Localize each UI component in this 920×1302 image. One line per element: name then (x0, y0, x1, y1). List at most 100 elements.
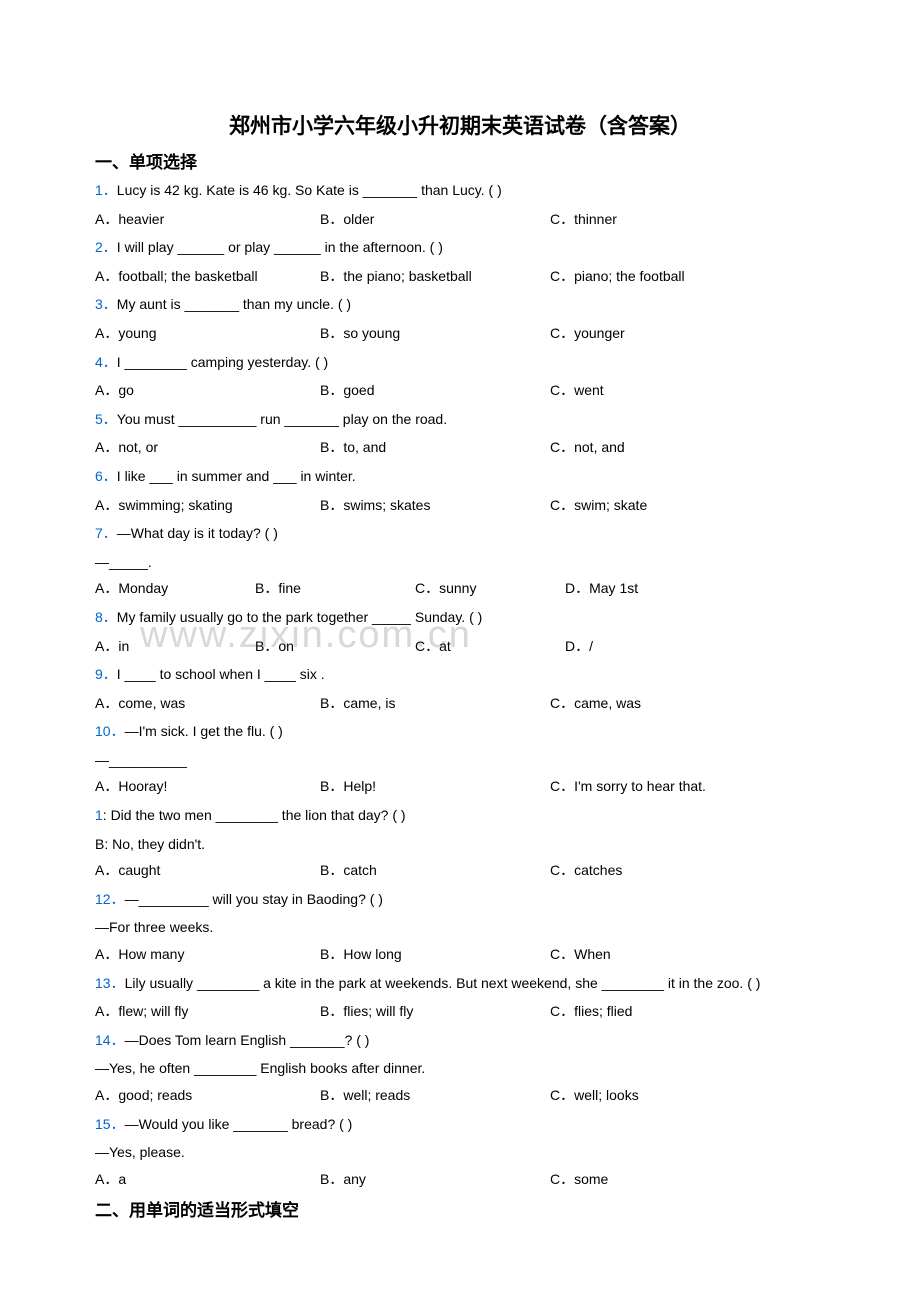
option: B．goed (320, 377, 550, 404)
question-continuation: —Yes, he often ________ English books af… (95, 1055, 825, 1082)
option: A．flew; will fly (95, 998, 320, 1025)
question-prompt: I will play ______ or play ______ in the… (117, 239, 443, 255)
option: A．Hooray! (95, 773, 320, 800)
option: C．at (415, 633, 565, 660)
question-text: 2．I will play ______ or play ______ in t… (95, 234, 825, 261)
question-prompt: I like ___ in summer and ___ in winter. (117, 468, 356, 484)
options-row: A．inB．onC．atD．/ (95, 633, 825, 660)
question-continuation: —For three weeks. (95, 914, 825, 941)
option: C．I'm sorry to hear that. (550, 773, 706, 800)
option: C．well; looks (550, 1082, 639, 1109)
option: B．older (320, 206, 550, 233)
options-row: A．flew; will flyB．flies; will flyC．flies… (95, 998, 825, 1025)
question-prompt: : Did the two men ________ the lion that… (103, 807, 406, 823)
question-number: 8． (95, 609, 117, 625)
question-text: 9．I ____ to school when I ____ six . (95, 661, 825, 688)
question-continuation: —_____. (95, 549, 825, 576)
question-prompt: —Would you like _______ bread? ( ) (125, 1116, 353, 1132)
question-number: 1． (95, 182, 117, 198)
option: C．some (550, 1166, 608, 1193)
options-row: A．swimming; skatingB．swims; skatesC．swim… (95, 492, 825, 519)
question-text: 4．I ________ camping yesterday. ( ) (95, 349, 825, 376)
option: C．flies; flied (550, 998, 632, 1025)
question-number: 14． (95, 1032, 125, 1048)
question-continuation: —__________ (95, 747, 825, 774)
question-number: 5． (95, 411, 117, 427)
option: B．came, is (320, 690, 550, 717)
options-row: A．aB．anyC．some (95, 1166, 825, 1193)
question-number: 15． (95, 1116, 125, 1132)
option: A．caught (95, 857, 320, 884)
option: A．How many (95, 941, 320, 968)
question-text: 10．—I'm sick. I get the flu. ( ) (95, 718, 825, 745)
question-continuation: B: No, they didn't. (95, 831, 825, 858)
options-row: A．MondayB．fineC．sunnyD．May 1st (95, 575, 825, 602)
options-row: A．come, wasB．came, isC．came, was (95, 690, 825, 717)
options-row: A．goB．goedC．went (95, 377, 825, 404)
options-row: A．How manyB．How longC．When (95, 941, 825, 968)
option: D．May 1st (565, 575, 638, 602)
options-row: A．Hooray!B．Help!C．I'm sorry to hear that… (95, 773, 825, 800)
question-text: 1．Lucy is 42 kg. Kate is 46 kg. So Kate … (95, 177, 825, 204)
option: A．go (95, 377, 320, 404)
question-prompt: You must __________ run _______ play on … (117, 411, 447, 427)
question-number: 1 (95, 807, 103, 823)
option: A．football; the basketball (95, 263, 320, 290)
question-number: 2． (95, 239, 117, 255)
option: B．on (255, 633, 415, 660)
option: B．fine (255, 575, 415, 602)
option: A．swimming; skating (95, 492, 320, 519)
page-title: 郑州市小学六年级小升初期末英语试卷（含答案） (95, 110, 825, 140)
option: C．When (550, 941, 611, 968)
question-text: 12．—_________ will you stay in Baoding? … (95, 886, 825, 913)
option: B．Help! (320, 773, 550, 800)
question-text: 3．My aunt is _______ than my uncle. ( ) (95, 291, 825, 318)
question-prompt: Lucy is 42 kg. Kate is 46 kg. So Kate is… (117, 182, 502, 198)
option: B．the piano; basketball (320, 263, 550, 290)
option: B．to, and (320, 434, 550, 461)
questions-container: 1．Lucy is 42 kg. Kate is 46 kg. So Kate … (95, 177, 825, 1192)
option: A．in (95, 633, 255, 660)
option: B．so young (320, 320, 550, 347)
question-text: 13．Lily usually ________ a kite in the p… (95, 970, 825, 997)
question-number: 13． (95, 975, 125, 991)
option: C．thinner (550, 206, 617, 233)
question-text: 5．You must __________ run _______ play o… (95, 406, 825, 433)
option: B．flies; will fly (320, 998, 550, 1025)
option: B．any (320, 1166, 550, 1193)
question-prompt: —Does Tom learn English _______? ( ) (125, 1032, 370, 1048)
question-number: 3． (95, 296, 117, 312)
question-prompt: —_________ will you stay in Baoding? ( ) (125, 891, 383, 907)
question-prompt: My family usually go to the park togethe… (117, 609, 483, 625)
question-prompt: My aunt is _______ than my uncle. ( ) (117, 296, 351, 312)
option: C．not, and (550, 434, 625, 461)
question-prompt: —What day is it today? ( ) (117, 525, 278, 541)
option: B．catch (320, 857, 550, 884)
option: A．not, or (95, 434, 320, 461)
question-number: 9． (95, 666, 117, 682)
option: C．swim; skate (550, 492, 647, 519)
option: C．went (550, 377, 604, 404)
section-1-header: 一、单项选择 (95, 148, 825, 173)
option: A．heavier (95, 206, 320, 233)
question-text: 8．My family usually go to the park toget… (95, 604, 825, 631)
option: D．/ (565, 633, 593, 660)
option: C．catches (550, 857, 622, 884)
option: C．came, was (550, 690, 641, 717)
question-continuation: —Yes, please. (95, 1139, 825, 1166)
options-row: A．football; the basketballB．the piano; b… (95, 263, 825, 290)
question-prompt: I ________ camping yesterday. ( ) (117, 354, 328, 370)
question-text: 7．—What day is it today? ( ) (95, 520, 825, 547)
question-number: 10． (95, 723, 125, 739)
question-text: 1: Did the two men ________ the lion tha… (95, 802, 825, 829)
question-number: 6． (95, 468, 117, 484)
option: B．well; reads (320, 1082, 550, 1109)
question-prompt: —I'm sick. I get the flu. ( ) (125, 723, 283, 739)
option: A．good; reads (95, 1082, 320, 1109)
options-row: A．youngB．so youngC．younger (95, 320, 825, 347)
question-prompt: Lily usually ________ a kite in the park… (125, 975, 761, 991)
question-number: 7． (95, 525, 117, 541)
option: A．a (95, 1166, 320, 1193)
option: C．younger (550, 320, 625, 347)
option: C．piano; the football (550, 263, 685, 290)
